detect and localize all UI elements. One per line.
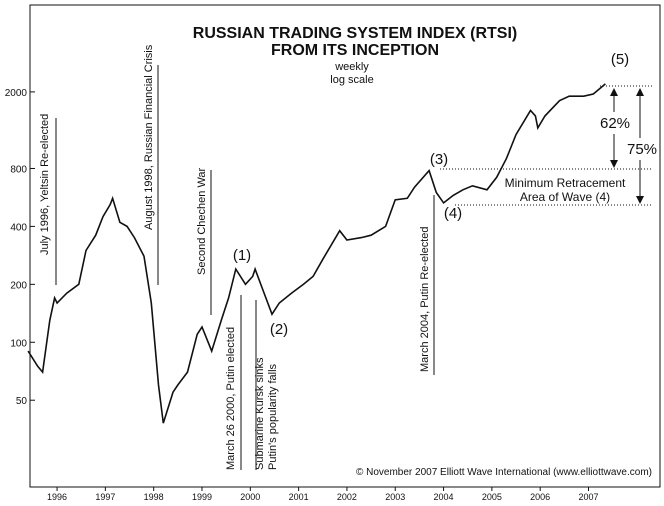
annotation: 62% [600,115,630,132]
x-tick-label: 2005 [482,492,502,502]
annotation: March 2004, Putin Re-elected [419,226,431,372]
annotation: (5) [611,51,629,68]
x-tick-label: 1998 [144,492,164,502]
chart-subtitle: weekly [334,61,369,73]
x-tick-label: 2002 [337,492,357,502]
x-tick-label: 2007 [578,492,598,502]
y-tick-label: 50 [16,396,28,407]
x-tick-label: 2001 [289,492,309,502]
y-tick-label: 400 [10,222,27,233]
x-tick-label: 1996 [47,492,67,502]
annotation: Submarine Kursk sinks [254,357,266,470]
x-tick-label: 2000 [240,492,260,502]
annotation: (2) [270,321,288,338]
x-tick-label: 1997 [95,492,115,502]
annotation: Minimum Retracement [505,176,626,190]
annotation: March 26 2000, Putin elected [225,327,237,470]
index-line [27,83,606,424]
decor [55,65,652,470]
y-tick-label: 2000 [5,88,28,99]
annotation: Area of Wave (4) [520,190,610,204]
y-tick-label: 800 [10,164,27,175]
annotation: (4) [444,205,462,222]
x-tick-label: 2006 [530,492,550,502]
y-tick-label: 200 [10,280,27,291]
y-tick-label: 100 [10,338,27,349]
chart-title: RUSSIAN TRADING SYSTEM INDEX (RTSI) [193,25,517,42]
annotation: August 1998, Russian Financial Crisis [143,44,155,230]
chart-title: FROM ITS INCEPTION [271,42,439,59]
x-tick-label: 1999 [192,492,212,502]
annotation: July 1996, Yeltsin Re-elected [39,114,51,255]
annotation: Putin's popularity falls [267,363,279,470]
annotation: Second Chechen War [196,167,208,275]
annotation: 75% [627,141,657,158]
annotation: (3) [430,151,448,168]
x-tick-label: 2004 [434,492,454,502]
annotation: © November 2007 Elliott Wave Internation… [356,467,652,478]
plot-frame [29,4,661,488]
annotation: (1) [233,247,251,264]
x-tick-label: 2003 [385,492,405,502]
chart-subtitle: log scale [330,74,373,86]
